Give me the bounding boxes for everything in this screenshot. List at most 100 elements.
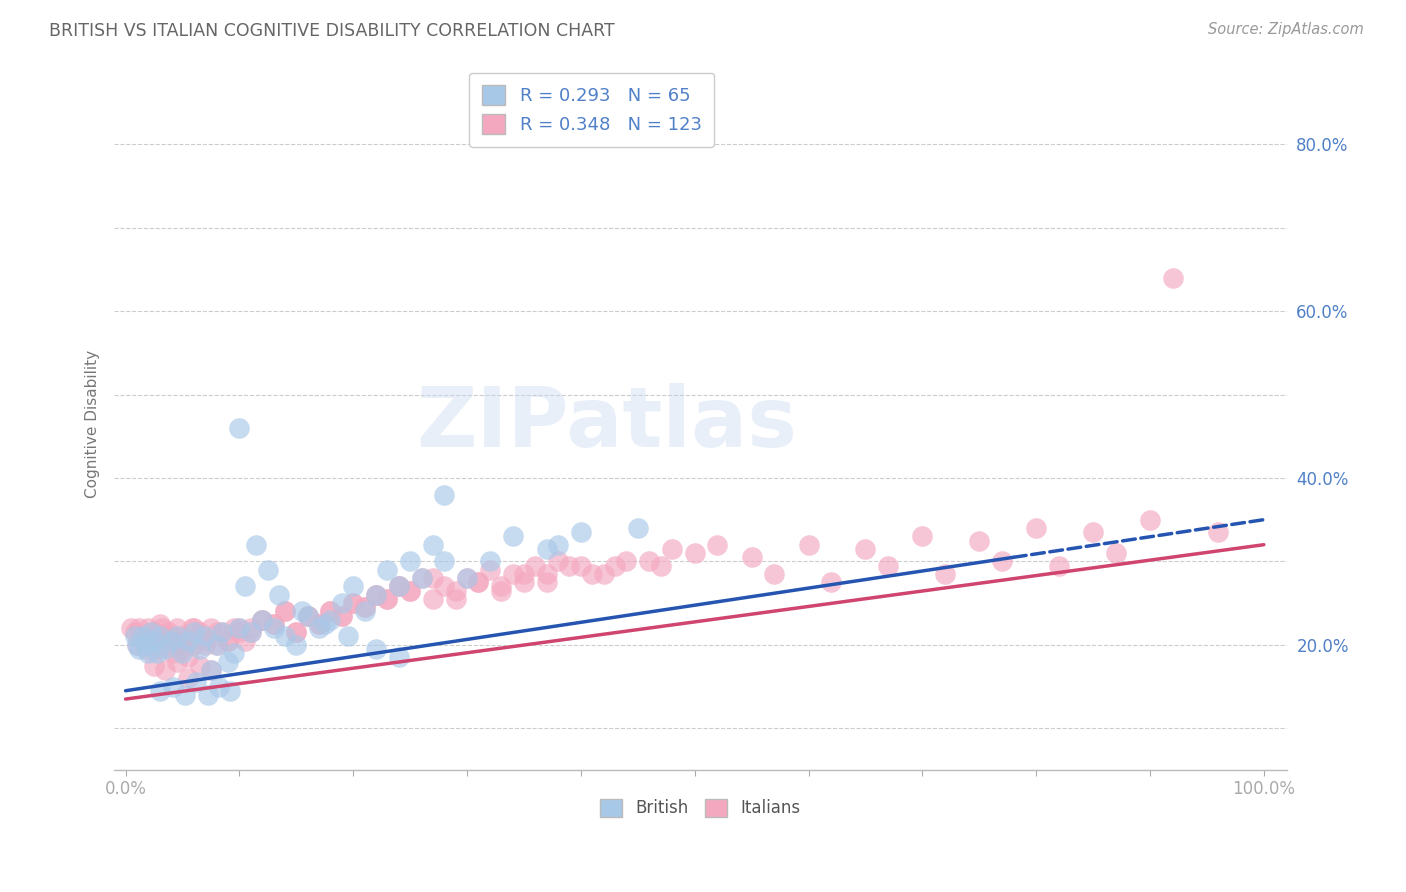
Point — [706, 538, 728, 552]
Point — [399, 583, 422, 598]
Point — [200, 663, 222, 677]
Point — [377, 563, 399, 577]
Point — [146, 638, 169, 652]
Point — [592, 566, 614, 581]
Point — [217, 633, 239, 648]
Point — [388, 579, 411, 593]
Point — [183, 638, 205, 652]
Point — [274, 630, 297, 644]
Point — [173, 688, 195, 702]
Point — [157, 625, 180, 640]
Point — [422, 591, 444, 606]
Point — [411, 571, 433, 585]
Point — [297, 608, 319, 623]
Text: BRITISH VS ITALIAN COGNITIVE DISABILITY CORRELATION CHART: BRITISH VS ITALIAN COGNITIVE DISABILITY … — [49, 22, 614, 40]
Point — [162, 680, 184, 694]
Point — [125, 638, 148, 652]
Point — [1208, 525, 1230, 540]
Point — [155, 663, 177, 677]
Point — [1161, 270, 1184, 285]
Point — [291, 604, 314, 618]
Point — [364, 588, 387, 602]
Point — [285, 625, 308, 640]
Point — [166, 630, 188, 644]
Point — [558, 558, 581, 573]
Point — [364, 588, 387, 602]
Text: Source: ZipAtlas.com: Source: ZipAtlas.com — [1208, 22, 1364, 37]
Point — [524, 558, 547, 573]
Point — [274, 604, 297, 618]
Point — [149, 617, 172, 632]
Point — [433, 579, 456, 593]
Point — [228, 625, 250, 640]
Point — [308, 621, 330, 635]
Y-axis label: Cognitive Disability: Cognitive Disability — [86, 350, 100, 498]
Point — [388, 579, 411, 593]
Point — [638, 554, 661, 568]
Point — [377, 591, 399, 606]
Point — [177, 633, 200, 648]
Point — [763, 566, 786, 581]
Point — [139, 625, 162, 640]
Point — [135, 642, 157, 657]
Point — [155, 638, 177, 652]
Point — [139, 633, 162, 648]
Point — [547, 554, 569, 568]
Point — [513, 575, 536, 590]
Point — [188, 642, 211, 657]
Point — [228, 621, 250, 635]
Point — [274, 604, 297, 618]
Point — [233, 633, 256, 648]
Point — [319, 604, 342, 618]
Point — [172, 642, 194, 657]
Legend: British, Italians: British, Italians — [593, 792, 807, 824]
Point — [934, 566, 956, 581]
Point — [211, 625, 233, 640]
Point — [169, 638, 191, 652]
Point — [627, 521, 650, 535]
Point — [124, 630, 146, 644]
Point — [536, 541, 558, 556]
Point — [797, 538, 820, 552]
Point — [194, 630, 217, 644]
Point — [149, 642, 172, 657]
Point — [143, 658, 166, 673]
Point — [616, 554, 638, 568]
Point — [502, 566, 524, 581]
Point — [138, 646, 160, 660]
Point — [1139, 513, 1161, 527]
Point — [285, 625, 308, 640]
Point — [603, 558, 626, 573]
Point — [160, 633, 183, 648]
Point — [200, 621, 222, 635]
Point — [489, 579, 512, 593]
Point — [239, 625, 262, 640]
Point — [342, 579, 364, 593]
Point — [308, 617, 330, 632]
Point — [1047, 558, 1070, 573]
Point — [467, 575, 489, 590]
Point — [222, 621, 245, 635]
Point — [183, 625, 205, 640]
Point — [489, 583, 512, 598]
Point — [217, 633, 239, 648]
Point — [683, 546, 706, 560]
Point — [177, 650, 200, 665]
Point — [160, 633, 183, 648]
Point — [967, 533, 990, 548]
Point — [219, 683, 242, 698]
Text: ZIPatlas: ZIPatlas — [416, 384, 797, 464]
Point — [149, 683, 172, 698]
Point — [250, 613, 273, 627]
Point — [186, 675, 208, 690]
Point — [877, 558, 900, 573]
Point — [205, 638, 228, 652]
Point — [422, 571, 444, 585]
Point — [422, 538, 444, 552]
Point — [547, 538, 569, 552]
Point — [149, 630, 172, 644]
Point — [330, 596, 353, 610]
Point — [228, 621, 250, 635]
Point — [319, 604, 342, 618]
Point — [239, 621, 262, 635]
